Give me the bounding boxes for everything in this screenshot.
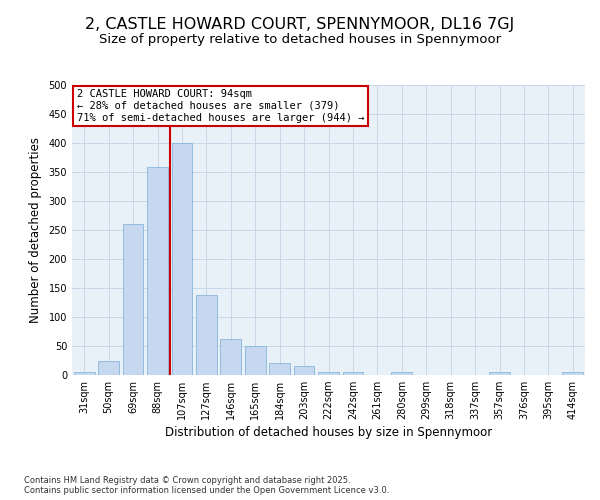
Bar <box>391 372 412 375</box>
Bar <box>245 346 266 375</box>
Text: 2 CASTLE HOWARD COURT: 94sqm
← 28% of detached houses are smaller (379)
71% of s: 2 CASTLE HOWARD COURT: 94sqm ← 28% of de… <box>77 90 365 122</box>
Text: Contains HM Land Registry data © Crown copyright and database right 2025.
Contai: Contains HM Land Registry data © Crown c… <box>24 476 389 495</box>
Bar <box>98 360 119 375</box>
Bar <box>562 372 583 375</box>
Bar <box>196 295 217 375</box>
Text: 2, CASTLE HOWARD COURT, SPENNYMOOR, DL16 7GJ: 2, CASTLE HOWARD COURT, SPENNYMOOR, DL16… <box>85 18 515 32</box>
Bar <box>293 366 314 375</box>
Bar <box>318 372 339 375</box>
Bar <box>147 168 168 375</box>
Bar <box>269 364 290 375</box>
Bar <box>172 143 193 375</box>
Text: Size of property relative to detached houses in Spennymoor: Size of property relative to detached ho… <box>99 32 501 46</box>
X-axis label: Distribution of detached houses by size in Spennymoor: Distribution of detached houses by size … <box>165 426 492 440</box>
Bar <box>343 372 364 375</box>
Bar <box>74 372 95 375</box>
Bar <box>220 339 241 375</box>
Bar <box>122 224 143 375</box>
Y-axis label: Number of detached properties: Number of detached properties <box>29 137 41 323</box>
Bar <box>489 372 510 375</box>
